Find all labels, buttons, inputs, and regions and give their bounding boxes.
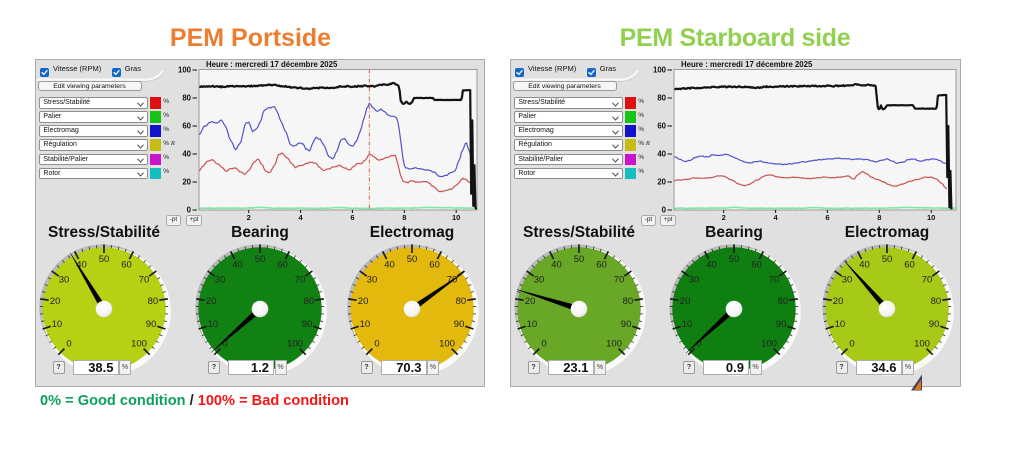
svg-text:90: 90 (929, 319, 940, 330)
svg-text:40: 40 (384, 259, 395, 270)
svg-text:10: 10 (452, 213, 460, 222)
svg-text:40: 40 (182, 150, 191, 159)
svg-text:70: 70 (614, 274, 625, 285)
svg-text:0: 0 (541, 339, 546, 350)
svg-text:70: 70 (295, 274, 306, 285)
svg-text:50: 50 (255, 254, 266, 265)
svg-text:40: 40 (657, 150, 666, 159)
svg-text:0: 0 (374, 339, 379, 350)
svg-text:60: 60 (751, 259, 762, 270)
svg-text:90: 90 (776, 319, 787, 330)
svg-text:100: 100 (914, 339, 930, 350)
svg-text:100: 100 (761, 339, 777, 350)
svg-text:30: 30 (842, 274, 853, 285)
svg-text:10: 10 (835, 319, 846, 330)
svg-text:20: 20 (680, 296, 691, 307)
svg-text:40: 40 (551, 259, 562, 270)
svg-text:40: 40 (76, 259, 87, 270)
svg-text:100: 100 (287, 339, 303, 350)
svg-text:60: 60 (182, 122, 191, 131)
svg-text:0: 0 (222, 339, 227, 350)
svg-text:80: 80 (931, 296, 942, 307)
svg-text:30: 30 (534, 274, 545, 285)
svg-text:80: 80 (657, 94, 666, 103)
svg-text:8: 8 (402, 213, 406, 222)
svg-text:0: 0 (696, 339, 701, 350)
svg-text:90: 90 (621, 319, 632, 330)
svg-text:20: 20 (50, 296, 61, 307)
svg-text:0: 0 (66, 339, 71, 350)
svg-text:70: 70 (769, 274, 780, 285)
svg-text:60: 60 (657, 122, 666, 131)
svg-text:90: 90 (454, 319, 465, 330)
svg-text:20: 20 (657, 178, 666, 187)
svg-text:10: 10 (52, 319, 63, 330)
svg-text:30: 30 (367, 274, 378, 285)
svg-text:4: 4 (774, 213, 779, 222)
svg-text:30: 30 (215, 274, 226, 285)
svg-text:40: 40 (859, 259, 870, 270)
svg-text:0: 0 (662, 206, 667, 215)
svg-text:100: 100 (653, 66, 667, 75)
svg-text:30: 30 (689, 274, 700, 285)
svg-text:60: 60 (277, 259, 288, 270)
svg-text:60: 60 (429, 259, 440, 270)
svg-text:50: 50 (729, 254, 740, 265)
svg-text:90: 90 (146, 319, 157, 330)
svg-text:10: 10 (527, 319, 538, 330)
svg-text:80: 80 (623, 296, 634, 307)
svg-text:40: 40 (706, 259, 717, 270)
svg-text:6: 6 (350, 213, 354, 222)
svg-text:0: 0 (849, 339, 854, 350)
svg-text:100: 100 (439, 339, 455, 350)
svg-text:20: 20 (358, 296, 369, 307)
svg-text:50: 50 (574, 254, 585, 265)
svg-text:80: 80 (456, 296, 467, 307)
svg-text:80: 80 (148, 296, 159, 307)
svg-text:2: 2 (247, 213, 251, 222)
svg-text:50: 50 (882, 254, 893, 265)
svg-text:60: 60 (596, 259, 607, 270)
svg-text:60: 60 (121, 259, 132, 270)
svg-text:100: 100 (178, 66, 192, 75)
svg-text:20: 20 (833, 296, 844, 307)
svg-text:40: 40 (232, 259, 243, 270)
svg-text:100: 100 (606, 339, 622, 350)
svg-text:70: 70 (922, 274, 933, 285)
svg-text:10: 10 (682, 319, 693, 330)
svg-text:2: 2 (722, 213, 726, 222)
svg-text:20: 20 (206, 296, 217, 307)
svg-text:10: 10 (208, 319, 219, 330)
svg-text:8: 8 (877, 213, 881, 222)
svg-text:80: 80 (304, 296, 315, 307)
svg-text:50: 50 (407, 254, 418, 265)
svg-text:30: 30 (59, 274, 70, 285)
svg-text:20: 20 (525, 296, 536, 307)
svg-text:70: 70 (139, 274, 150, 285)
svg-text:20: 20 (182, 178, 191, 187)
svg-text:6: 6 (825, 213, 829, 222)
svg-text:10: 10 (360, 319, 371, 330)
svg-text:90: 90 (302, 319, 313, 330)
svg-text:80: 80 (778, 296, 789, 307)
svg-text:80: 80 (182, 94, 191, 103)
svg-text:4: 4 (299, 213, 304, 222)
svg-text:0: 0 (187, 206, 192, 215)
svg-text:10: 10 (927, 213, 935, 222)
svg-text:60: 60 (904, 259, 915, 270)
svg-text:100: 100 (131, 339, 147, 350)
svg-text:50: 50 (99, 254, 110, 265)
